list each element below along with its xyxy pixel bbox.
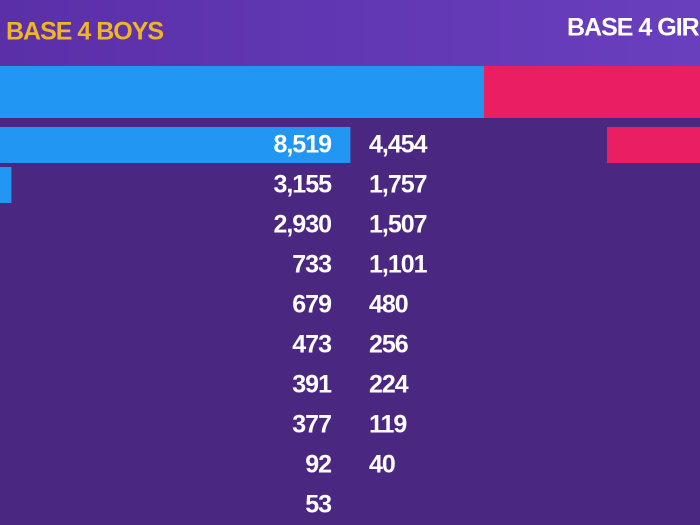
- legend-boys: BASE 4 BOYS: [6, 18, 163, 46]
- value-label: 256: [369, 331, 408, 359]
- total-bar-boys: [0, 66, 484, 118]
- value-label: 40: [369, 451, 395, 479]
- value-label: 92: [305, 451, 331, 479]
- legend-girls: BASE 4 GIRLS: [567, 14, 700, 42]
- value-label: 3,155: [273, 171, 332, 199]
- value-label: 2,930: [273, 211, 331, 239]
- bar-girls: [607, 127, 700, 163]
- value-label: 733: [292, 251, 331, 279]
- total-bar-girls: [484, 66, 700, 118]
- value-label: 377: [292, 411, 331, 439]
- value-label: 8,519: [273, 131, 331, 159]
- value-label: 4,454: [369, 131, 428, 159]
- value-label: 1,507: [369, 211, 427, 239]
- value-label: 1,101: [369, 251, 428, 279]
- bar-boys: [0, 127, 351, 163]
- value-label: 119: [369, 411, 406, 439]
- value-label: 1,757: [369, 171, 427, 199]
- value-label: 473: [292, 331, 331, 359]
- value-label: 480: [369, 291, 408, 319]
- value-label: 391: [292, 371, 332, 399]
- value-label: 53: [305, 491, 331, 519]
- value-label: 224: [369, 371, 409, 399]
- bar-boys: [0, 167, 12, 203]
- value-label: 679: [292, 291, 331, 319]
- header-band: [0, 0, 700, 66]
